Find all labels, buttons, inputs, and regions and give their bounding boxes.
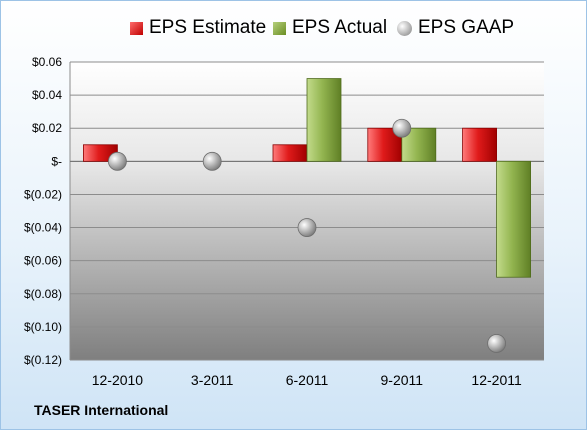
y-tick-label: $0.06 xyxy=(32,55,62,69)
x-tick-label: 3-2011 xyxy=(191,372,234,388)
marker-eps-gaap xyxy=(202,151,222,171)
legend-swatch-eps-gaap xyxy=(397,20,412,36)
y-tick-label: $- xyxy=(51,154,62,168)
bar-eps-actual xyxy=(306,78,342,162)
y-tick-label: $(0.02) xyxy=(24,187,62,201)
marker-eps-gaap xyxy=(392,118,412,138)
x-tick-label: 12-2011 xyxy=(471,372,522,388)
x-tick-label: 6-2011 xyxy=(286,372,329,388)
legend-item-eps-gaap: EPS GAAP xyxy=(397,16,514,40)
company-name: TASER International xyxy=(34,402,169,418)
y-tick-label: $(0.08) xyxy=(24,287,62,301)
legend: EPS Estimate EPS Actual EPS GAAP xyxy=(0,16,587,40)
legend-item-eps-estimate: EPS Estimate xyxy=(130,16,266,40)
bar-eps-actual xyxy=(496,160,532,278)
legend-swatch-eps-actual xyxy=(273,21,286,35)
legend-label-eps-actual: EPS Actual xyxy=(292,17,388,38)
x-tick-label: 9-2011 xyxy=(381,372,424,388)
marker-eps-gaap xyxy=(297,218,317,237)
marker-eps-gaap xyxy=(108,151,127,171)
y-tick-label: $(0.06) xyxy=(24,254,62,268)
y-tick-label: $0.02 xyxy=(32,121,62,135)
legend-swatch-eps-estimate xyxy=(130,21,143,35)
y-tick-label: $0.04 xyxy=(32,88,62,102)
legend-label-eps-estimate: EPS Estimate xyxy=(149,17,267,38)
bar-eps-estimate xyxy=(272,144,308,162)
y-tick-label: $(0.12) xyxy=(24,353,62,367)
legend-label-eps-gaap: EPS GAAP xyxy=(418,17,515,38)
y-tick-label: $(0.04) xyxy=(24,221,62,235)
bar-eps-estimate xyxy=(462,127,498,162)
x-tick-label: 12-2010 xyxy=(92,372,144,388)
legend-item-eps-actual: EPS Actual xyxy=(273,16,387,40)
y-tick-label: $(0.10) xyxy=(24,320,62,334)
marker-eps-gaap xyxy=(487,334,507,353)
